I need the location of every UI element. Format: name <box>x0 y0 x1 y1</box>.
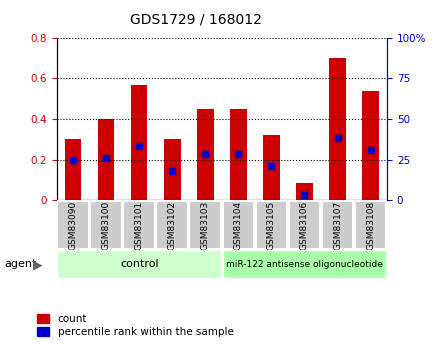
Text: GSM83106: GSM83106 <box>299 200 308 250</box>
Bar <box>222 250 385 278</box>
Bar <box>57 201 89 249</box>
Bar <box>90 201 122 249</box>
Bar <box>65 139 81 200</box>
Bar <box>354 201 385 249</box>
Bar <box>362 91 378 200</box>
Bar <box>222 201 253 249</box>
Bar <box>189 201 220 249</box>
Text: miR-122 antisense oligonucleotide: miR-122 antisense oligonucleotide <box>226 260 382 269</box>
Text: GSM83103: GSM83103 <box>201 200 209 250</box>
Bar <box>123 201 155 249</box>
Text: control: control <box>120 259 158 269</box>
Text: GSM83100: GSM83100 <box>102 200 110 250</box>
Bar <box>255 201 286 249</box>
Bar <box>329 58 345 200</box>
Text: agent: agent <box>4 259 36 269</box>
Bar <box>230 109 246 200</box>
Bar <box>164 139 180 200</box>
Bar <box>156 201 187 249</box>
Text: GSM83090: GSM83090 <box>69 200 77 250</box>
Bar <box>321 201 352 249</box>
Bar <box>263 135 279 200</box>
Text: GSM83104: GSM83104 <box>233 200 242 250</box>
Text: GSM83102: GSM83102 <box>168 200 176 250</box>
Text: GSM83107: GSM83107 <box>332 200 341 250</box>
Bar <box>296 183 312 200</box>
Text: GSM83108: GSM83108 <box>365 200 374 250</box>
Legend: count, percentile rank within the sample: count, percentile rank within the sample <box>36 313 234 338</box>
Bar <box>288 201 319 249</box>
Text: GDS1729 / 168012: GDS1729 / 168012 <box>129 12 261 26</box>
Text: GSM83101: GSM83101 <box>135 200 143 250</box>
Bar <box>98 119 114 200</box>
Text: ▶: ▶ <box>33 258 42 271</box>
Bar <box>57 250 220 278</box>
Bar <box>131 85 147 200</box>
Text: GSM83105: GSM83105 <box>266 200 275 250</box>
Bar <box>197 109 213 200</box>
